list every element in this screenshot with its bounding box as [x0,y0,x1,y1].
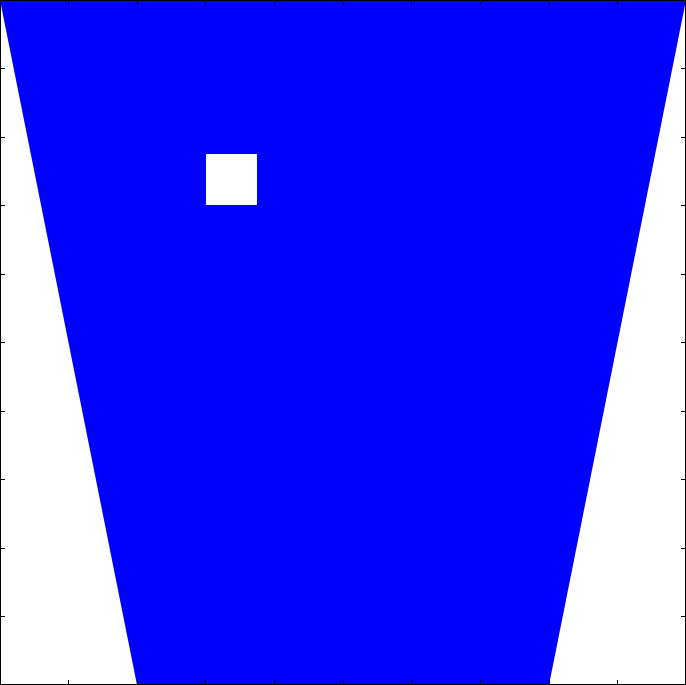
top-ticks [68,0,618,5]
bottom-ticks [68,680,618,685]
square-hole [206,154,257,205]
left-ticks [0,68,5,617]
right-ticks [681,68,686,617]
